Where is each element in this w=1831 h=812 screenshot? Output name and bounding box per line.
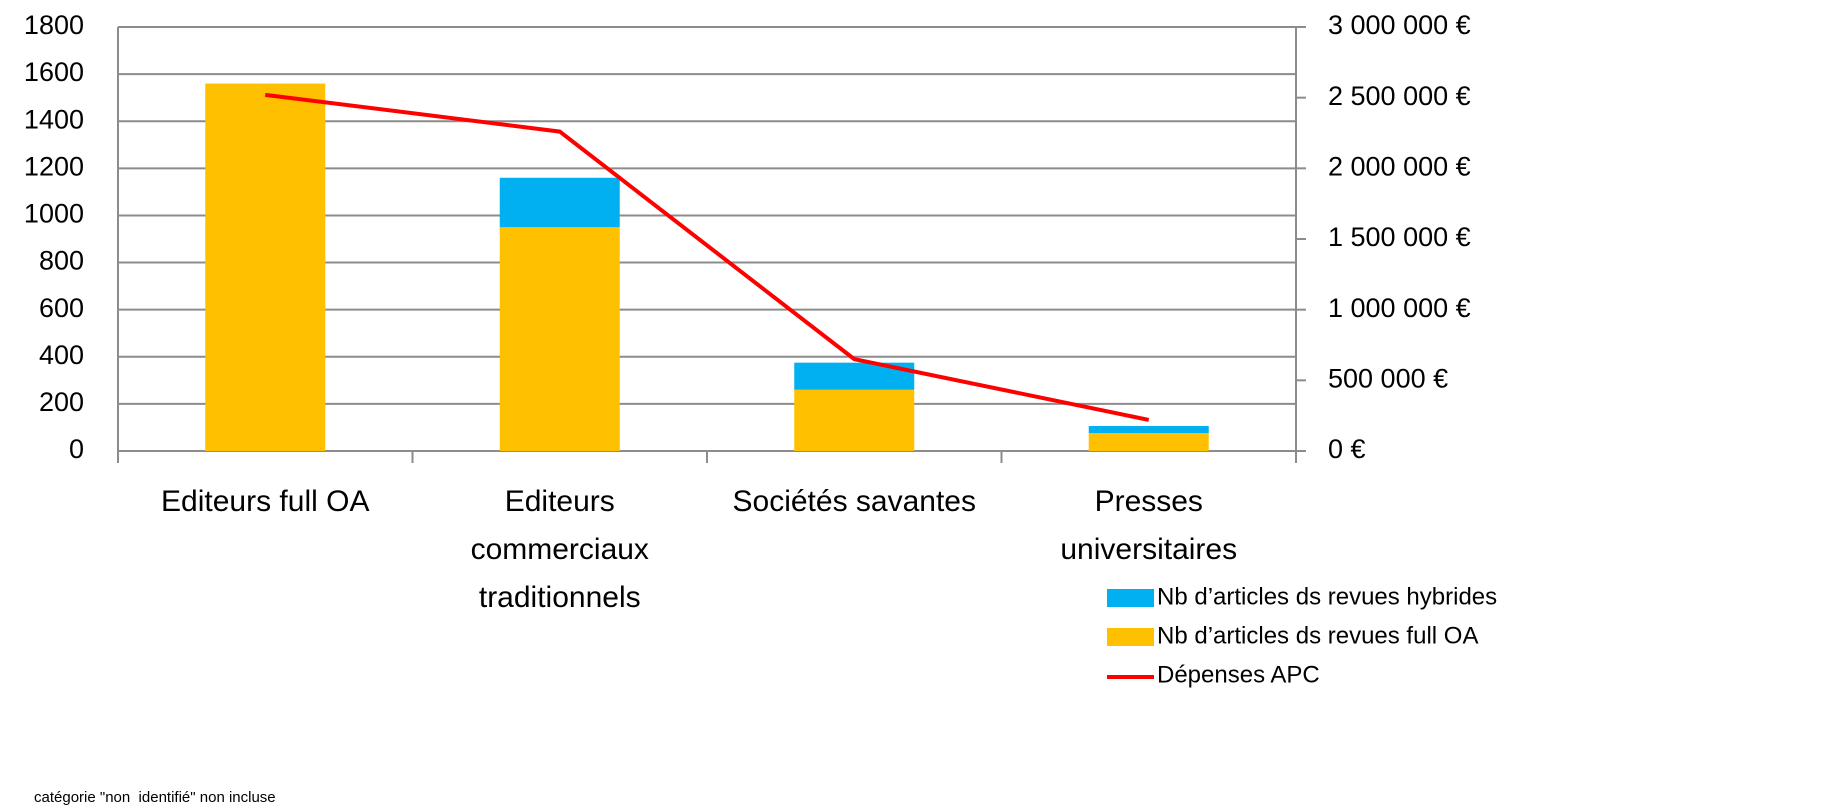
y2-tick-label: 0 € xyxy=(1328,434,1366,464)
y-tick-label: 1000 xyxy=(24,199,84,229)
bar xyxy=(1088,433,1209,451)
bar xyxy=(794,389,915,451)
y2-tick-label: 2 500 000 € xyxy=(1328,81,1471,111)
legend-label: Nb d’articles ds revues hybrides xyxy=(1157,583,1497,610)
bar xyxy=(499,227,620,451)
y2-tick-label: 1 500 000 € xyxy=(1328,222,1471,252)
bar xyxy=(205,83,326,452)
x-tick-label: Presses xyxy=(1095,485,1203,518)
x-tick-label: universitaires xyxy=(1060,533,1237,566)
y-tick-label: 800 xyxy=(39,246,84,276)
x-tick-label: traditionnels xyxy=(479,581,641,614)
y-tick-label: 200 xyxy=(39,387,84,417)
y2-tick-label: 3 000 000 € xyxy=(1328,10,1471,40)
x-tick-label: Editeurs xyxy=(505,485,615,518)
y-tick-label: 1800 xyxy=(24,10,84,40)
y-tick-label: 1200 xyxy=(24,151,84,181)
y2-tick-label: 1 000 000 € xyxy=(1328,293,1471,323)
bar xyxy=(499,177,620,228)
y-tick-label: 400 xyxy=(39,340,84,370)
legend-swatch xyxy=(1107,628,1154,646)
x-tick-label: commerciaux xyxy=(471,533,649,566)
y-tick-label: 0 xyxy=(69,434,84,464)
legend-swatch xyxy=(1107,589,1154,607)
y2-tick-label: 500 000 € xyxy=(1328,363,1448,393)
legend-label: Nb d’articles ds revues full OA xyxy=(1157,622,1478,649)
y-tick-label: 600 xyxy=(39,293,84,323)
y2-tick-label: 2 000 000 € xyxy=(1328,151,1471,181)
x-tick-label: Editeurs full OA xyxy=(161,485,369,518)
bar xyxy=(1088,426,1209,434)
y-tick-label: 1600 xyxy=(24,57,84,87)
x-tick-label: Sociétés savantes xyxy=(733,485,976,518)
footnote: catégorie "non identifié" non incluse xyxy=(34,789,276,806)
y-tick-label: 1400 xyxy=(24,104,84,134)
legend-label: Dépenses APC xyxy=(1157,661,1320,688)
line xyxy=(265,92,1150,422)
